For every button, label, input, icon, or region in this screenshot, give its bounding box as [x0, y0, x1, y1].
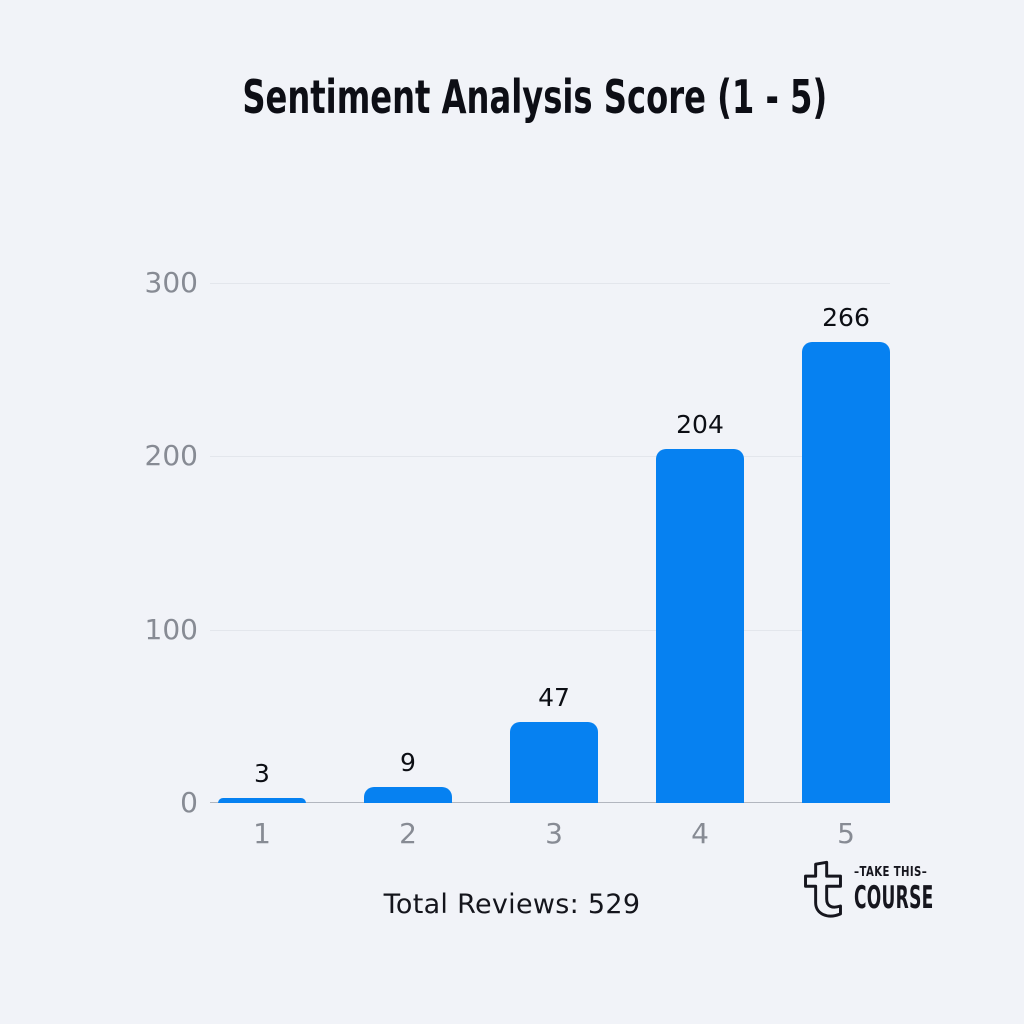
- y-tick-label-100: 100: [144, 612, 198, 646]
- y-tick-label-300: 300: [144, 266, 198, 299]
- bar-group-5: 266: [802, 283, 890, 803]
- gridline-100: [210, 629, 890, 631]
- bar-value-label-3: 47: [538, 682, 570, 712]
- brand-t-icon: [804, 860, 842, 918]
- bar-3: [510, 721, 598, 803]
- chart-title-wrap: Sentiment Analysis Score (1 - 5): [46, 70, 1024, 124]
- gridline-200: [210, 456, 890, 458]
- x-tick-label-1: 1: [253, 817, 271, 850]
- brand-name: COURSE: [854, 879, 934, 916]
- x-tick-label-2: 2: [399, 817, 417, 850]
- bar-value-label-4: 204: [676, 410, 724, 440]
- chart-title: Sentiment Analysis Score (1 - 5): [242, 70, 828, 124]
- bar-value-label-2: 9: [400, 748, 416, 778]
- y-axis-labels: 0 100 200 300: [0, 266, 198, 819]
- gridline-300: [210, 283, 890, 284]
- x-tick-label-3: 3: [545, 817, 563, 850]
- brand-tagline: –TAKE THIS–: [854, 864, 928, 880]
- brand-text-block: –TAKE THIS– COURSE: [854, 865, 999, 914]
- bar-2: [364, 787, 452, 803]
- x-tick-label-4: 4: [691, 817, 709, 850]
- bar-4: [656, 449, 744, 803]
- bars-row: 3 9 47 204 266: [218, 283, 890, 803]
- bar-group-2: 9: [364, 283, 452, 803]
- bar-5: [802, 341, 890, 803]
- bar-value-label-1: 3: [254, 758, 270, 788]
- bar-group-1: 3: [218, 283, 306, 803]
- x-axis-labels: 1 2 3 4 5: [218, 817, 890, 850]
- y-tick-label-0: 0: [180, 786, 198, 819]
- bar-value-label-5: 266: [822, 302, 870, 332]
- bar-1: [218, 797, 306, 803]
- total-reviews-label: Total Reviews: 529: [383, 889, 641, 920]
- bar-group-3: 47: [510, 283, 598, 803]
- plot-area: 3 9 47 204 266: [210, 283, 890, 803]
- bar-group-4: 204: [656, 283, 744, 803]
- brand-logo: –TAKE THIS– COURSE: [800, 860, 999, 918]
- x-tick-label-5: 5: [837, 817, 855, 850]
- y-tick-label-200: 200: [144, 439, 198, 473]
